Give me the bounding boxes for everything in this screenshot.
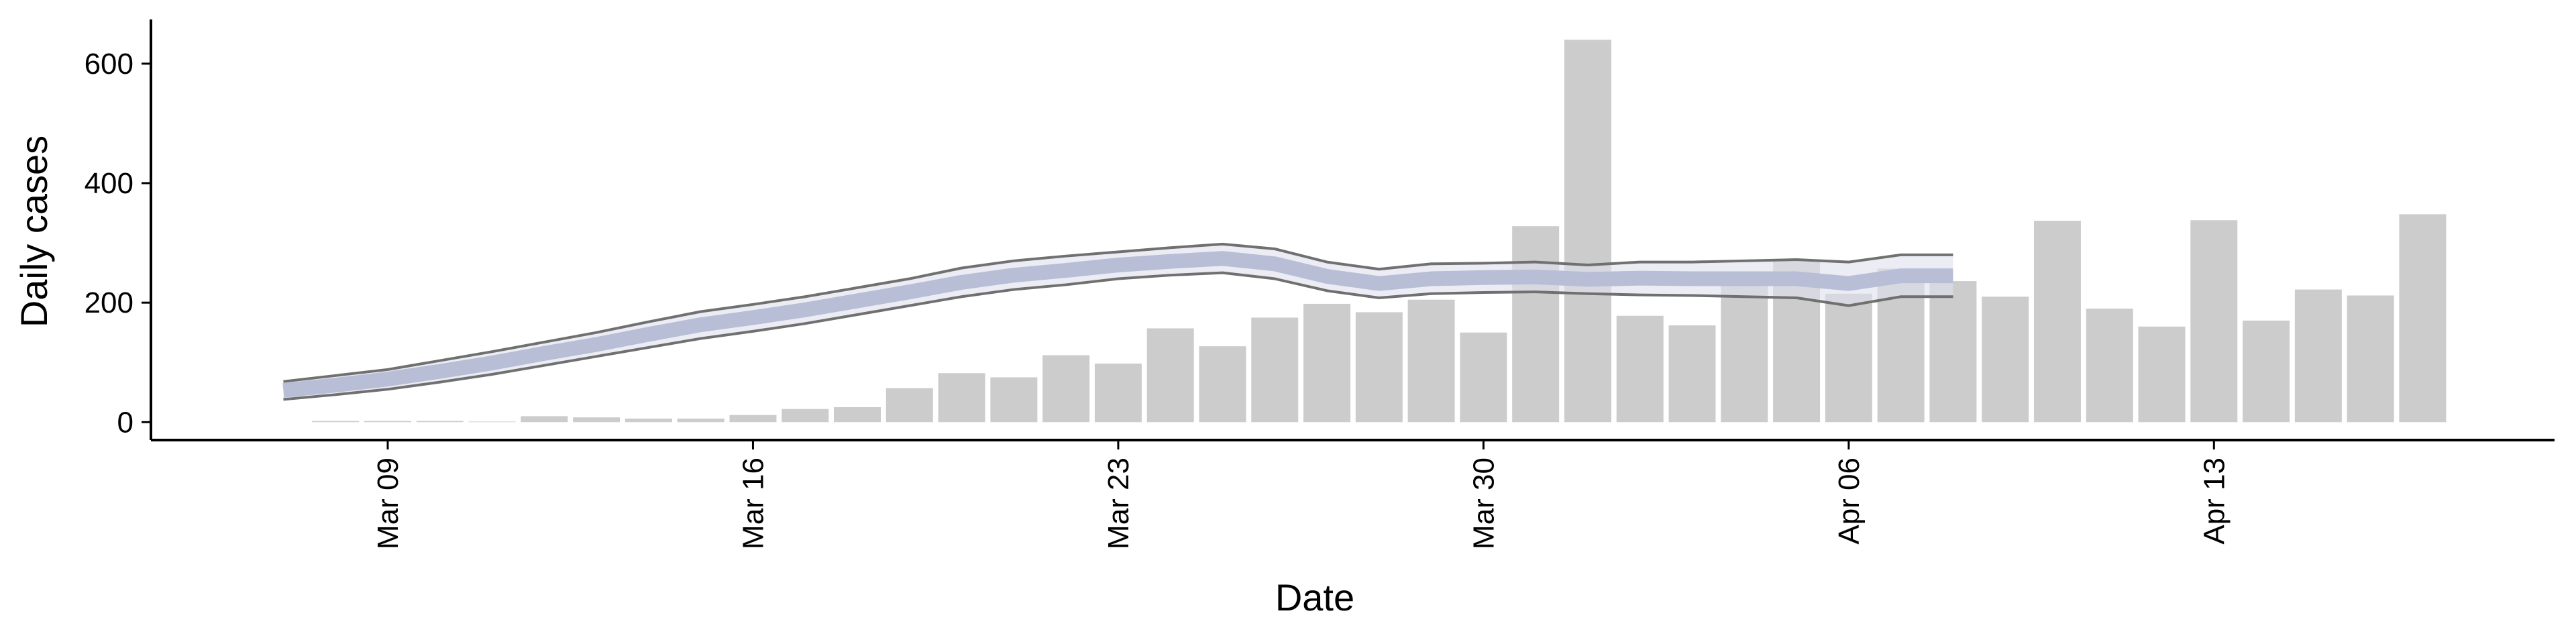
- bar: [1303, 303, 1351, 423]
- bar: [1407, 299, 1455, 423]
- bar: [1982, 297, 2029, 423]
- bar: [573, 417, 621, 423]
- bar: [2294, 289, 2342, 423]
- bar: [885, 388, 933, 423]
- bar: [2243, 320, 2290, 423]
- bar: [416, 421, 464, 423]
- bar: [2138, 326, 2186, 423]
- bar: [1094, 364, 1142, 423]
- y-tick-label: 400: [85, 167, 133, 200]
- bar: [521, 416, 568, 423]
- bar: [1512, 226, 1560, 423]
- bar: [625, 418, 672, 423]
- bar: [1929, 281, 1977, 423]
- bar: [834, 407, 881, 423]
- bar: [2086, 309, 2133, 423]
- lower-line: [283, 271, 1953, 401]
- y-tick-label: 200: [85, 286, 133, 319]
- y-tick-label: 0: [117, 406, 133, 439]
- median-line: [282, 251, 1953, 398]
- upper-line: [283, 242, 1953, 383]
- x-tick-label: Apr 13: [2198, 458, 2231, 545]
- bar: [2399, 214, 2447, 423]
- y-tick-label: 600: [85, 48, 133, 80]
- bar: [729, 415, 777, 423]
- bar: [782, 409, 829, 423]
- bar: [677, 418, 724, 423]
- bar: [1355, 312, 1403, 423]
- bar: [1251, 317, 1299, 423]
- bar: [1564, 40, 1611, 423]
- bar: [1721, 283, 1768, 423]
- x-tick-label: Mar 30: [1467, 458, 1500, 549]
- bar: [1616, 315, 1664, 423]
- bar: [1146, 328, 1194, 423]
- bar: [2190, 220, 2238, 423]
- y-axis-title: Daily cases: [13, 136, 55, 327]
- bar: [1825, 293, 1872, 423]
- bar: [990, 377, 1038, 423]
- x-axis-title: Date: [1275, 576, 1354, 619]
- bar: [1042, 355, 1090, 423]
- bar: [1460, 332, 1507, 423]
- x-tick-label: Mar 16: [737, 458, 769, 549]
- x-tick-label: Apr 06: [1833, 458, 1866, 545]
- x-tick-label: Mar 09: [372, 458, 405, 549]
- bar: [938, 373, 985, 423]
- bar: [1199, 346, 1246, 423]
- x-tick-label: Mar 23: [1102, 458, 1135, 549]
- bar: [312, 421, 360, 423]
- bar: [468, 421, 516, 423]
- bar: [2347, 295, 2394, 423]
- bar: [1668, 325, 1716, 423]
- bar: [364, 421, 412, 423]
- bar: [2033, 221, 2081, 423]
